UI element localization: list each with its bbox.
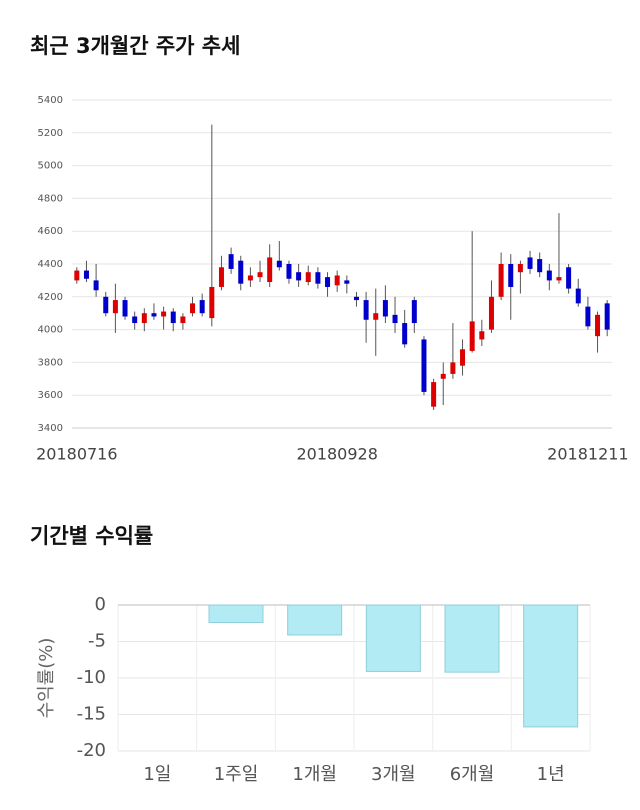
- candle-body: [247, 275, 253, 281]
- candle-body: [402, 323, 408, 345]
- candle-body: [325, 277, 331, 287]
- candle-body: [460, 349, 466, 366]
- candle-body: [286, 264, 292, 279]
- y-tick-label: 0: [95, 594, 106, 615]
- candle-body: [411, 300, 417, 324]
- bar: [444, 604, 500, 673]
- candle-body: [353, 296, 359, 301]
- candle-body: [546, 270, 552, 281]
- candle-body: [103, 296, 109, 314]
- candle-body: [421, 339, 427, 392]
- candle-body: [537, 259, 543, 273]
- x-tick-label: 20180716: [36, 445, 117, 464]
- x-tick-label: 6개월: [450, 764, 495, 785]
- candle-body: [508, 264, 514, 287]
- y-tick-label: -15: [77, 704, 106, 725]
- candle-body: [450, 362, 456, 374]
- candle-body: [296, 272, 302, 281]
- candle-body: [556, 277, 562, 281]
- x-tick-label: 1년: [537, 764, 565, 785]
- y-tick-label: -20: [77, 740, 106, 761]
- x-tick-label: 3개월: [371, 764, 416, 785]
- candle-body: [267, 257, 273, 283]
- candle-body: [566, 267, 572, 289]
- candle-body: [209, 286, 215, 319]
- candle-body: [74, 270, 80, 281]
- candle-body: [479, 331, 485, 340]
- x-tick-label: 1주일: [214, 764, 259, 785]
- candle-body: [132, 316, 138, 324]
- candle-body: [431, 382, 437, 407]
- y-tick-label: 4600: [38, 226, 63, 237]
- candle-body: [190, 303, 196, 314]
- candle-body: [373, 313, 379, 320]
- candle-body: [257, 272, 263, 278]
- candle-body: [488, 296, 494, 330]
- candle-body: [93, 280, 99, 291]
- bar: [287, 604, 343, 636]
- candle-body: [151, 313, 157, 317]
- chart-title: 기간별 수익률: [30, 524, 153, 548]
- y-tick-label: 3600: [38, 390, 63, 401]
- candle-body: [305, 272, 311, 283]
- candle-body: [527, 257, 533, 269]
- candle-body: [575, 288, 581, 304]
- y-tick-label: 4200: [38, 292, 63, 303]
- candle-body: [170, 311, 176, 324]
- candle-body: [392, 314, 398, 324]
- candle-body: [161, 311, 167, 317]
- candle-body: [122, 300, 128, 317]
- y-tick-label: 5400: [38, 95, 63, 106]
- bar: [208, 604, 264, 624]
- y-tick-label: 3800: [38, 357, 63, 368]
- candle-body: [199, 300, 205, 314]
- candle-body: [238, 260, 244, 284]
- bar: [365, 604, 421, 672]
- candle-body: [585, 306, 591, 327]
- y-tick-label: 4000: [38, 325, 63, 336]
- candle-body: [141, 313, 147, 324]
- candle-body: [363, 300, 369, 320]
- y-tick-label: 3400: [38, 423, 63, 434]
- candle-body: [517, 264, 523, 273]
- y-tick-label: 5000: [38, 161, 63, 172]
- candle-body: [440, 373, 446, 379]
- x-tick-label: 20180928: [296, 445, 377, 464]
- candle-body: [382, 300, 388, 317]
- candle-body: [315, 272, 321, 284]
- candle-body: [228, 254, 234, 269]
- candle-body: [276, 260, 282, 268]
- candle-body: [218, 267, 224, 287]
- candle-body: [112, 300, 118, 314]
- chart-title: 최근 3개월간 주가 추세: [30, 34, 240, 58]
- candle-body: [344, 280, 350, 284]
- y-tick-label: 4400: [38, 259, 63, 270]
- candle-body: [498, 264, 504, 297]
- x-tick-label: 20181211: [547, 445, 628, 464]
- y-axis-label: 수익률(%): [36, 638, 57, 719]
- y-tick-label: 5200: [38, 128, 63, 139]
- bar: [523, 604, 579, 728]
- y-tick-label: -5: [88, 631, 106, 652]
- x-tick-label: 1개월: [292, 764, 337, 785]
- y-tick-label: 4800: [38, 193, 63, 204]
- y-tick-label: -10: [77, 667, 106, 688]
- candle-body: [469, 321, 475, 351]
- candle-body: [595, 314, 601, 337]
- x-tick-label: 1일: [143, 764, 171, 785]
- candle-body: [604, 303, 610, 330]
- candle-body: [180, 316, 186, 324]
- candle-body: [334, 275, 340, 286]
- candle-body: [83, 270, 89, 279]
